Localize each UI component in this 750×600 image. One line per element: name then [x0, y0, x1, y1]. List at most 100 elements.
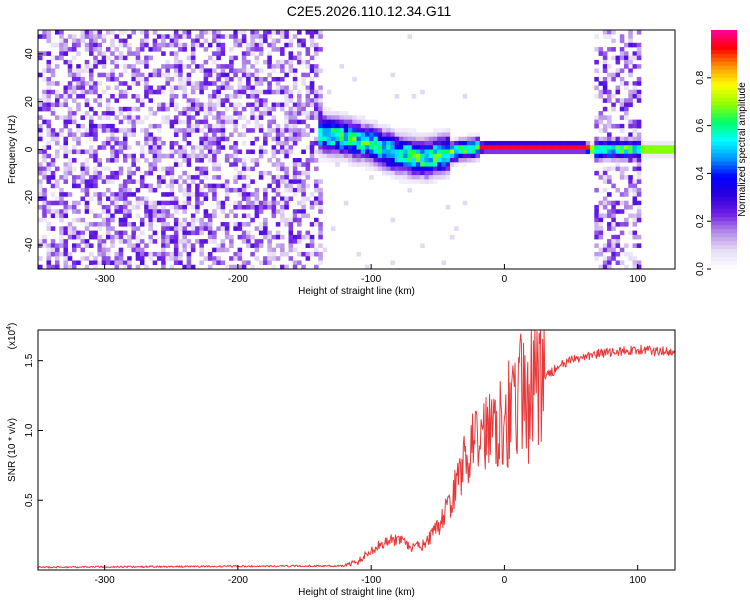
spectrogram-cell [364, 128, 370, 133]
spectrogram-cell [42, 196, 47, 202]
spectrogram-cell [411, 166, 417, 172]
spectrogram-cell [598, 115, 604, 120]
spectrogram-cell [173, 55, 179, 61]
spectrogram-cell [420, 170, 425, 176]
spectrogram-cell [284, 136, 289, 142]
spectrogram-cell [178, 111, 183, 116]
spectrogram-cell [437, 136, 442, 142]
snr-panel: -300 -200 -100 0 100 0.51.01.5 Height of str… [6, 323, 676, 598]
spectrogram-cell [369, 166, 374, 172]
spectrogram-cell [258, 226, 264, 231]
spectrogram-cell [148, 162, 153, 167]
spectrogram-cell [424, 158, 429, 163]
spectrogram-cell [169, 187, 175, 193]
spectrogram-cell [335, 136, 340, 142]
spectrogram-cell [38, 170, 43, 176]
spectrogram-cell [182, 132, 187, 137]
spectrogram-cell [50, 247, 56, 253]
spectrogram-cell [615, 243, 621, 248]
spectrogram-cell [165, 243, 170, 248]
spectrogram-cell [110, 94, 115, 99]
spectrogram-cell [178, 59, 183, 65]
spectrogram-cell [437, 145, 442, 150]
spectrogram-cell [76, 64, 81, 69]
spectrogram-cell [93, 30, 98, 35]
spectrogram-cell [619, 34, 625, 39]
spectrogram-cell [246, 222, 251, 227]
spectrogram-cell [38, 162, 43, 167]
spectrogram-cell [301, 183, 306, 189]
spectrogram-cell [233, 140, 238, 146]
spectrogram-cell [377, 153, 383, 159]
spectrogram-cell [190, 247, 196, 253]
spectrogram-cell [611, 200, 616, 206]
spectrogram-cell [415, 179, 421, 184]
spectrogram-cell [271, 64, 277, 69]
spectrogram-cell [110, 158, 115, 163]
spectrogram-cell [139, 42, 145, 48]
spectrogram-cell [224, 72, 230, 78]
spectrogram-cell [437, 149, 442, 155]
spectrogram-cell [615, 72, 621, 78]
spectrogram-cell [373, 140, 379, 146]
spectrogram-cell [628, 153, 633, 159]
spectrogram-cell [101, 111, 107, 116]
spectrogram-cell [144, 42, 149, 48]
spectrogram-cell [173, 234, 179, 240]
spectrogram-cell [233, 42, 238, 48]
spectrogram-cell [335, 111, 340, 116]
spectrogram-cell [594, 85, 599, 91]
spectrogram-cell [326, 153, 332, 159]
spectrogram-cell [38, 98, 43, 103]
colorbar-band [711, 237, 737, 242]
spectrogram-cell [619, 47, 625, 52]
spectrogram-cell [632, 153, 638, 159]
spectrogram-cell [318, 98, 323, 103]
spectrogram-cell [343, 136, 349, 142]
spectrogram-cell [80, 85, 86, 91]
colorbar-band [711, 189, 737, 194]
spectrogram-cell [636, 153, 642, 159]
spectrogram-cell [246, 47, 251, 52]
spectrogram-cell [607, 200, 612, 206]
spectrogram-cell [615, 149, 621, 155]
spectrogram-cell [233, 106, 238, 112]
spectrogram-cell [105, 55, 111, 61]
spectrogram-cell [148, 256, 153, 261]
spectrogram-cell [424, 166, 429, 172]
spectrogram-cell [190, 51, 196, 56]
spectrogram-cell [84, 34, 90, 39]
spectrogram-cell [658, 140, 663, 146]
spectrogram-cell [602, 55, 608, 61]
spectrogram-cell [241, 89, 247, 95]
spectrogram-cell [199, 102, 204, 108]
spectrogram-cell [212, 132, 217, 137]
spectrogram-cell [88, 68, 94, 73]
spectrogram-cell [161, 251, 166, 257]
spectrogram-cell [114, 175, 119, 180]
spectrogram-cell [254, 213, 260, 219]
spectrogram-cell [301, 162, 306, 167]
spectrogram-cell [258, 38, 264, 44]
spectrogram-cell [246, 243, 251, 248]
spectrogram-cell [182, 239, 187, 244]
spectrogram-cell [101, 209, 107, 214]
spectrogram-cell [207, 98, 213, 103]
spectrogram-cell [203, 59, 209, 65]
spectrogram-cell [173, 59, 179, 65]
spectrogram-cell [611, 234, 616, 240]
spectrogram-cell [619, 115, 625, 120]
spectrogram-cell [63, 119, 69, 125]
spectrogram-cell [110, 239, 115, 244]
spectrogram-cell [309, 42, 315, 48]
spectrogram-cell [309, 98, 315, 103]
spectrogram-cell [441, 260, 446, 266]
spectrogram-cell [216, 72, 221, 78]
spectrogram-cell [59, 217, 64, 223]
spectrogram-cell [118, 170, 124, 176]
spectrogram-cell [122, 204, 128, 210]
spectrogram-cell [186, 102, 192, 108]
spectrogram-cell [76, 85, 81, 91]
spectrogram-cell [190, 38, 196, 44]
spectrogram-cell [156, 89, 162, 95]
